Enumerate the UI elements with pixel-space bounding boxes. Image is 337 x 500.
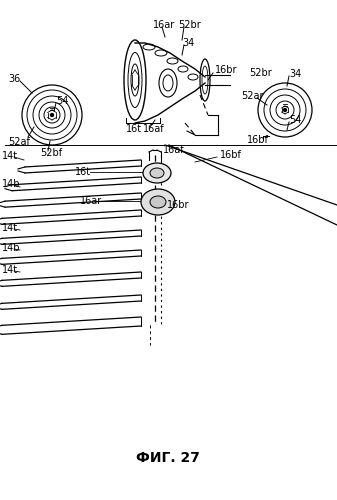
Text: 16t: 16t <box>75 167 91 177</box>
Text: 34: 34 <box>289 69 301 79</box>
Text: 52af: 52af <box>8 137 30 147</box>
Text: 16af: 16af <box>163 145 185 155</box>
Text: 16af: 16af <box>143 124 165 134</box>
Ellipse shape <box>143 163 171 183</box>
Text: 16br: 16br <box>167 200 189 210</box>
Ellipse shape <box>150 196 166 208</box>
Text: 16bf: 16bf <box>247 135 269 145</box>
Text: 14t: 14t <box>2 265 18 275</box>
Text: 36: 36 <box>8 74 20 84</box>
Text: 54: 54 <box>289 115 301 125</box>
Ellipse shape <box>141 189 175 215</box>
Text: 52bf: 52bf <box>40 148 62 158</box>
Text: 34: 34 <box>182 38 194 48</box>
Text: 16br: 16br <box>215 65 238 75</box>
Text: 16ar: 16ar <box>80 196 102 206</box>
Text: 54: 54 <box>56 96 68 106</box>
Text: 14b: 14b <box>2 179 21 189</box>
Text: 16bf: 16bf <box>220 150 242 160</box>
Ellipse shape <box>150 168 164 178</box>
Circle shape <box>283 108 286 112</box>
Text: 14t: 14t <box>2 223 18 233</box>
Text: 52ar: 52ar <box>241 91 264 101</box>
Text: 52br: 52br <box>178 20 201 30</box>
Text: 14b: 14b <box>2 243 21 253</box>
Circle shape <box>51 114 54 116</box>
Text: 16ar: 16ar <box>153 20 175 30</box>
Text: 16t: 16t <box>126 124 142 134</box>
Text: 52br: 52br <box>249 68 272 78</box>
Text: ФИГ. 27: ФИГ. 27 <box>136 451 200 465</box>
Text: 14t: 14t <box>2 151 18 161</box>
